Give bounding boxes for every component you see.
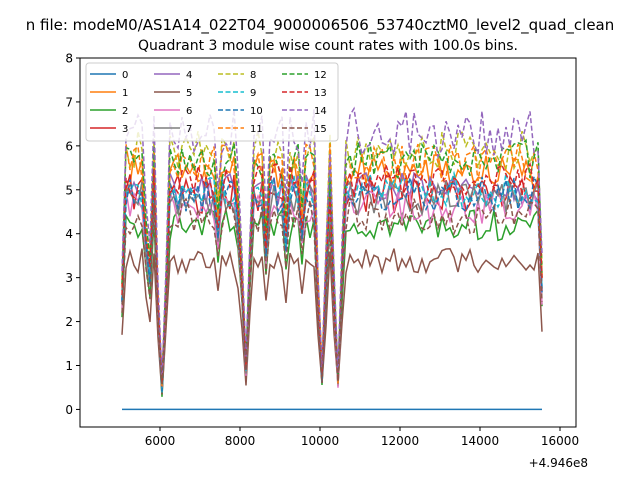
y-tick-label: 1 xyxy=(65,359,73,373)
legend-label-9: 9 xyxy=(250,88,256,99)
series-line-13 xyxy=(121,162,543,385)
legend-label-6: 6 xyxy=(186,106,192,117)
series-line-5 xyxy=(121,247,543,395)
legend-label-4: 4 xyxy=(186,70,192,81)
x-tick-label: 10000 xyxy=(301,434,339,448)
legend-label-11: 11 xyxy=(250,124,263,135)
plot-lines xyxy=(121,106,543,411)
legend-label-14: 14 xyxy=(314,106,327,117)
x-tick-label: 6000 xyxy=(145,434,176,448)
y-tick-label: 0 xyxy=(65,403,73,417)
axes-frame xyxy=(79,57,577,428)
x-tick-label: 8000 xyxy=(225,434,256,448)
legend-label-1: 1 xyxy=(122,88,128,99)
y-tick-label: 5 xyxy=(65,183,73,197)
legend-box xyxy=(85,62,339,142)
y-tick-label: 4 xyxy=(65,227,73,241)
x-offset-label: +4.946e8 xyxy=(529,456,588,470)
y-tick-label: 6 xyxy=(65,139,73,153)
legend-label-10: 10 xyxy=(250,106,263,117)
legend-label-8: 8 xyxy=(250,70,256,81)
y-tick-label: 7 xyxy=(65,95,73,109)
series-line-11 xyxy=(121,143,543,387)
legend-label-3: 3 xyxy=(122,124,128,135)
chart-title: Quadrant 3 module wise count rates with … xyxy=(138,38,518,54)
legend-label-7: 7 xyxy=(186,124,192,135)
x-tick-label: 14000 xyxy=(461,434,499,448)
figure-suptitle: n file: modeM0/AS1A14_022T04_9000006506_… xyxy=(26,16,615,35)
legend-label-5: 5 xyxy=(186,88,192,99)
legend-label-15: 15 xyxy=(314,124,327,135)
x-tick-label: 16000 xyxy=(541,434,579,448)
legend-label-13: 13 xyxy=(314,88,327,99)
legend-label-0: 0 xyxy=(122,70,128,81)
y-tick-label: 2 xyxy=(65,315,73,329)
legend-label-12: 12 xyxy=(314,70,327,81)
series-line-15 xyxy=(121,197,543,384)
legend-label-2: 2 xyxy=(122,106,128,117)
y-tick-label: 8 xyxy=(65,52,73,66)
x-tick-label: 12000 xyxy=(381,434,419,448)
y-tick-label: 3 xyxy=(65,271,73,285)
